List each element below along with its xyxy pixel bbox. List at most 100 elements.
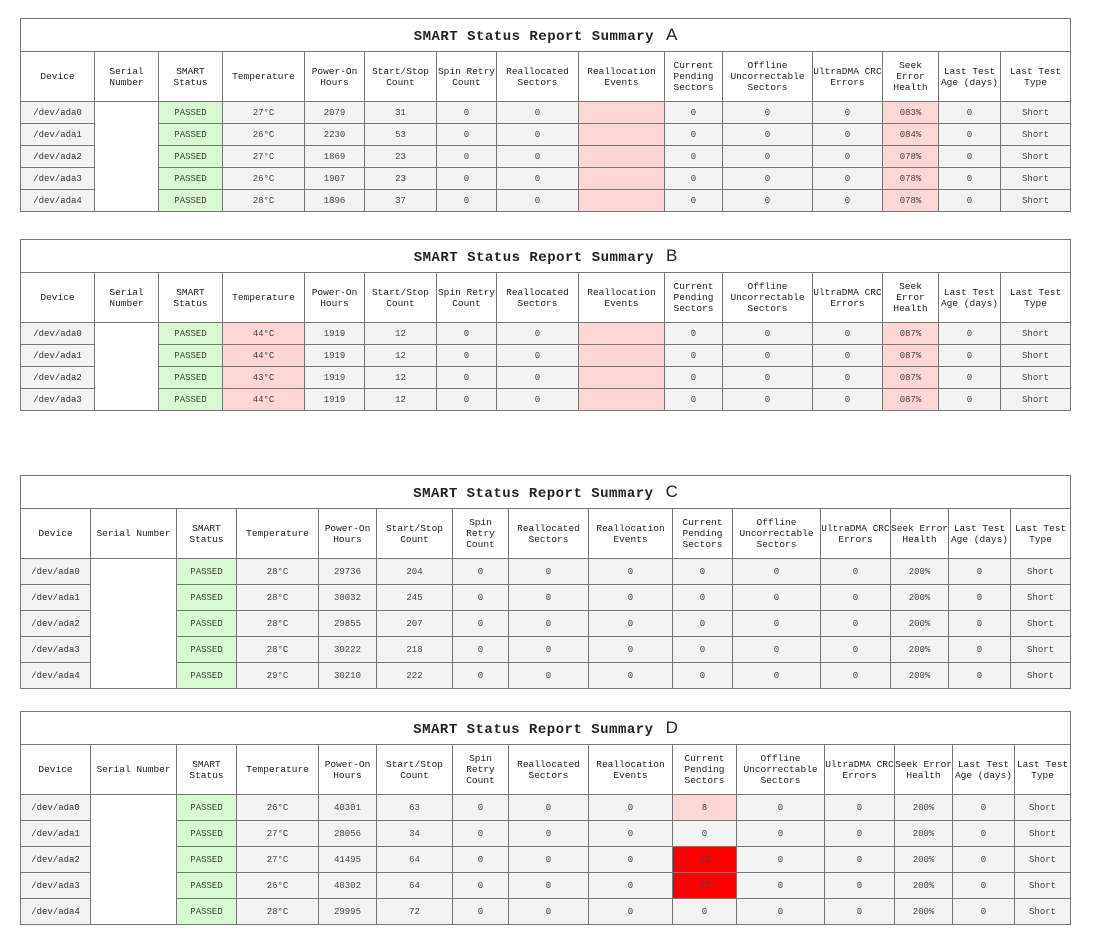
cell-crc: 0: [824, 872, 895, 899]
table-row: /dev/ada1 PASSED 28°C 30032 245 0 0 0 0 …: [20, 584, 1072, 611]
header-offline: Offline Uncorrectable Sectors: [722, 272, 813, 323]
cell-type: Short: [1013, 872, 1072, 899]
header-offline: Offline Uncorrectable Sectors: [736, 744, 825, 795]
report-title: SMART Status Report Summary A: [19, 18, 1072, 52]
cell-temp: 26°C: [236, 794, 319, 821]
header-test-type: Last Test Type: [1009, 508, 1072, 559]
cell-realloc: 0: [508, 872, 589, 899]
header-spin-retry: Spin Retry Count: [436, 51, 497, 102]
cell-startstop: 12: [364, 366, 437, 389]
cell-realloc: 0: [508, 610, 589, 637]
cell-spin: 0: [436, 167, 497, 190]
header-reallocated: Reallocated Sectors: [508, 744, 589, 795]
header-serial: Serial Number: [90, 508, 177, 559]
cell-type: Short: [999, 101, 1072, 124]
header-offline: Offline Uncorrectable Sectors: [732, 508, 821, 559]
cell-startstop: 23: [364, 145, 437, 168]
cell-events: [578, 145, 665, 168]
cell-status: PASSED: [158, 366, 223, 389]
report-title-text: SMART Status Report Summary: [413, 722, 654, 738]
cell-offline: 0: [736, 846, 825, 873]
cell-device: /dev/ada2: [20, 366, 95, 389]
cell-seek: 083%: [882, 101, 939, 124]
cell-type: Short: [999, 189, 1072, 212]
cell-age: 0: [952, 846, 1015, 873]
cell-crc: 0: [824, 794, 895, 821]
table-row: /dev/ada1 PASSED 44°C 1919 12 0 0 0 0 0 …: [20, 344, 1072, 367]
cell-events: 0: [588, 610, 673, 637]
table-row: /dev/ada2 PASSED 27°C 1869 23 0 0 0 0 0 …: [20, 145, 1072, 168]
cell-device: /dev/ada1: [20, 820, 91, 847]
header-seek: Seek Error Health: [882, 51, 939, 102]
table-row: /dev/ada3 PASSED 26°C 1907 23 0 0 0 0 0 …: [20, 167, 1072, 190]
cell-startstop: 245: [376, 584, 453, 611]
report-title-text: SMART Status Report Summary: [413, 250, 655, 266]
cell-offline: 0: [732, 610, 821, 637]
cell-crc: 0: [812, 366, 883, 389]
cell-startstop: 12: [364, 344, 437, 367]
header-pending: Current Pending Sectors: [672, 744, 737, 795]
cell-events: 0: [588, 872, 673, 899]
header-seek: Seek Error Health: [890, 508, 949, 559]
cell-status: PASSED: [176, 558, 237, 585]
cell-temp: 44°C: [222, 344, 305, 367]
header-pending: Current Pending Sectors: [664, 51, 723, 102]
header-reallocation-events: Reallocation Events: [588, 744, 673, 795]
cell-seek: 087%: [882, 366, 939, 389]
cell-startstop: 222: [376, 662, 453, 689]
cell-pending: 0: [664, 167, 723, 190]
cell-seek: 200%: [894, 872, 953, 899]
header-device: Device: [20, 508, 91, 559]
cell-device: /dev/ada2: [20, 610, 91, 637]
cell-temp: 27°C: [236, 846, 319, 873]
cell-temp: 28°C: [236, 636, 319, 663]
cell-seek: 087%: [882, 322, 939, 345]
cell-temp: 27°C: [222, 101, 305, 124]
header-pending: Current Pending Sectors: [672, 508, 733, 559]
cell-pending: 0: [664, 123, 723, 146]
cell-pending: 0: [664, 145, 723, 168]
cell-age: 0: [938, 388, 1001, 411]
table-row: /dev/ada1 PASSED 27°C 28056 34 0 0 0 0 0…: [20, 820, 1072, 847]
header-test-age: Last Test Age (days): [938, 51, 1001, 102]
cell-pending: 0: [672, 584, 733, 611]
cell-device: /dev/ada3: [20, 388, 95, 411]
cell-offline: 0: [722, 366, 813, 389]
cell-realloc: 0: [508, 662, 589, 689]
cell-hours: 1907: [304, 167, 365, 190]
cell-status: PASSED: [158, 344, 223, 367]
cell-offline: 0: [736, 794, 825, 821]
cell-realloc: 0: [496, 388, 579, 411]
table-row: /dev/ada2 PASSED 28°C 29855 207 0 0 0 0 …: [20, 610, 1072, 637]
cell-offline: 0: [722, 322, 813, 345]
cell-age: 0: [952, 872, 1015, 899]
cell-temp: 44°C: [222, 388, 305, 411]
cell-startstop: 64: [376, 846, 453, 873]
cell-realloc: 0: [508, 898, 589, 925]
cell-temp: 26°C: [222, 123, 305, 146]
cell-pending: 0: [672, 610, 733, 637]
cell-crc: 0: [820, 584, 891, 611]
cell-age: 0: [948, 584, 1011, 611]
cell-startstop: 204: [376, 558, 453, 585]
cell-realloc: 0: [508, 584, 589, 611]
cell-hours: 30222: [318, 636, 377, 663]
cell-events: 0: [588, 898, 673, 925]
cell-pending: 0: [664, 101, 723, 124]
cell-serial: [90, 794, 177, 925]
header-smart-status: SMART Status: [176, 744, 237, 795]
cell-events: [578, 189, 665, 212]
header-test-age: Last Test Age (days): [952, 744, 1015, 795]
report-title-text: SMART Status Report Summary: [413, 29, 655, 45]
cell-hours: 1869: [304, 145, 365, 168]
cell-age: 0: [938, 167, 1001, 190]
cell-hours: 1896: [304, 189, 365, 212]
cell-device: /dev/ada1: [20, 584, 91, 611]
cell-events: 0: [588, 584, 673, 611]
cell-realloc: 0: [496, 189, 579, 212]
smart-table-c: SMART Status Report Summary C Device Seri…: [19, 475, 1072, 689]
cell-crc: 0: [812, 123, 883, 146]
cell-status: PASSED: [176, 820, 237, 847]
cell-crc: 0: [812, 388, 883, 411]
cell-realloc: 0: [496, 322, 579, 345]
